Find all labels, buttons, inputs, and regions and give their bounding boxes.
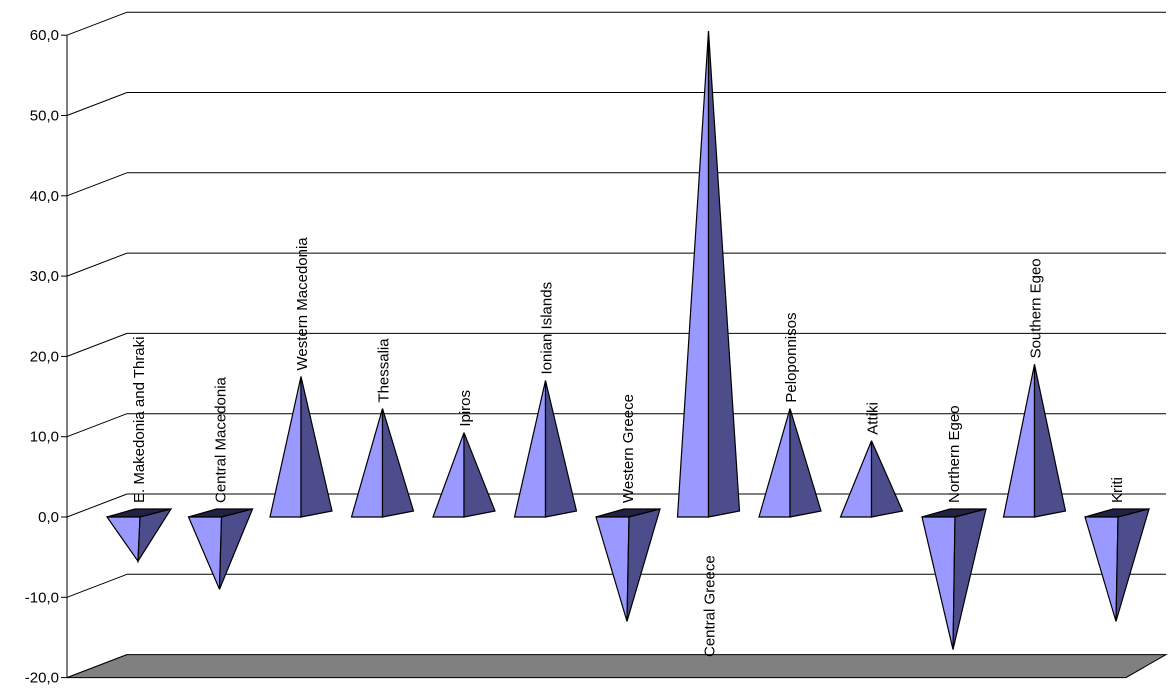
pyramid-front-face bbox=[105, 516, 141, 563]
value-axis: -20,0 -10,0 0,0 10,0 20,0 30,0 40,0 50,0 60,0 bbox=[25, 27, 68, 687]
pyramid-bar bbox=[595, 508, 661, 622]
category-label: Thessalia bbox=[376, 338, 393, 403]
category-label: Kriti bbox=[1109, 477, 1126, 503]
category-label: Southern Egeo bbox=[1028, 258, 1045, 358]
pyramid-front-face bbox=[758, 408, 791, 518]
depth-line bbox=[66, 172, 128, 197]
depth-line bbox=[66, 11, 128, 36]
pyramid-side-face bbox=[544, 380, 578, 518]
pyramid-bar bbox=[758, 408, 822, 518]
pyramid-side-face bbox=[381, 408, 415, 518]
tick-label: -10,0 bbox=[25, 589, 59, 606]
tick-label: -20,0 bbox=[25, 670, 59, 687]
category-label: Attiki bbox=[865, 402, 882, 435]
pyramid-bar bbox=[921, 508, 987, 650]
pyramid-front-face bbox=[676, 31, 710, 518]
pyramid-side-face bbox=[626, 508, 661, 622]
pyramid-bar bbox=[269, 376, 333, 518]
depth-line bbox=[66, 332, 128, 357]
depth-line bbox=[66, 493, 128, 518]
depth-line bbox=[66, 413, 128, 438]
pyramid-front-face bbox=[187, 516, 223, 590]
pyramid-side-face bbox=[707, 31, 741, 518]
tick-label: 40,0 bbox=[30, 188, 59, 205]
pyramid-bars bbox=[105, 31, 1150, 650]
pyramid-bar bbox=[105, 508, 173, 564]
pyramid-side-face bbox=[870, 440, 904, 518]
category-label: E. Makedonia and Thraki bbox=[131, 337, 148, 504]
category-label: Ipiros bbox=[457, 390, 474, 427]
pyramid-side-face bbox=[137, 508, 173, 564]
chart-floor bbox=[66, 654, 1168, 679]
pyramid-side-face bbox=[952, 508, 987, 650]
tick-label: 10,0 bbox=[30, 429, 59, 446]
pyramid-bar bbox=[1002, 364, 1067, 518]
pyramid-bar bbox=[839, 440, 904, 518]
category-label: Central Greece bbox=[702, 555, 719, 657]
tick-label: 50,0 bbox=[30, 108, 59, 125]
pyramid-side-face bbox=[1033, 364, 1067, 518]
depth-line bbox=[66, 252, 128, 277]
pyramid-front-face bbox=[269, 376, 302, 518]
tick-label: 0,0 bbox=[38, 509, 59, 526]
category-label: Western Greece bbox=[620, 394, 637, 503]
pyramid-bar bbox=[187, 508, 254, 590]
pyramid-bar bbox=[350, 408, 415, 518]
tick-label: 60,0 bbox=[30, 27, 59, 44]
pyramid-bar bbox=[432, 432, 496, 518]
category-label: Northern Egeo bbox=[946, 405, 963, 503]
pyramid-front-face bbox=[921, 516, 956, 650]
tick-label: 30,0 bbox=[30, 268, 59, 285]
category-label: Peloponnisos bbox=[783, 313, 800, 403]
tick-label: 20,0 bbox=[30, 348, 59, 365]
pyramid-bar bbox=[513, 380, 578, 518]
pyramid-front-face bbox=[350, 408, 384, 518]
pyramid-side-face bbox=[1115, 508, 1150, 622]
pyramid-side-face bbox=[463, 432, 496, 518]
category-label: Ionian Islands bbox=[539, 282, 556, 375]
category-label: Central Macedonia bbox=[213, 376, 230, 503]
pyramid-front-face bbox=[1084, 516, 1119, 622]
pyramid-front-face bbox=[595, 516, 630, 622]
pyramid-bar bbox=[1084, 508, 1150, 622]
category-labels: E. Makedonia and Thraki Central Macedonia… bbox=[131, 237, 1126, 657]
pyramid-bar bbox=[676, 31, 741, 518]
pyramid-side-face bbox=[789, 408, 822, 518]
pyramid-front-face bbox=[513, 380, 547, 518]
pyramid-side-face bbox=[300, 376, 333, 518]
pyramid-front-face bbox=[432, 432, 465, 518]
pyramid-side-face bbox=[218, 508, 254, 590]
floor-plane bbox=[66, 654, 1168, 679]
depth-line bbox=[66, 92, 128, 116]
depth-line bbox=[66, 573, 128, 598]
pyramid-front-face bbox=[839, 440, 873, 518]
category-label: Western Macedonia bbox=[294, 237, 311, 371]
pyramid-front-face bbox=[1002, 364, 1036, 518]
